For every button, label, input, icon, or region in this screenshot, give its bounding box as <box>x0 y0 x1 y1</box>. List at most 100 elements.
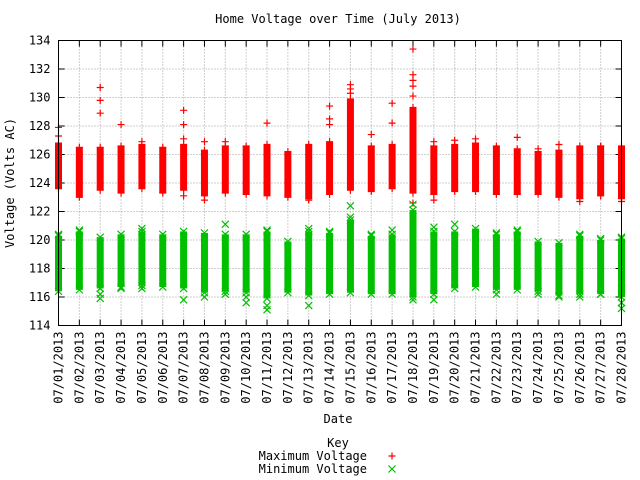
data-point-minimum <box>96 233 105 242</box>
y-tick-label: 120 <box>29 233 51 247</box>
data-point-maximum <box>117 189 125 197</box>
data-point-maximum <box>576 198 584 206</box>
data-band-minimum-07/26/2013 <box>576 235 584 295</box>
x-tick-label: 07/02/2013 <box>72 332 86 404</box>
data-point-minimum <box>263 226 271 234</box>
data-band-maximum-07/03/2013 <box>96 147 104 191</box>
data-band-maximum-07/22/2013 <box>492 145 500 195</box>
x-tick-label: 07/26/2013 <box>573 332 587 404</box>
data-point-maximum <box>367 188 375 196</box>
data-point-minimum <box>534 287 543 296</box>
data-band-minimum-07/15/2013 <box>346 220 354 293</box>
data-point-maximum <box>492 190 500 198</box>
data-band-maximum-07/16/2013 <box>367 145 375 192</box>
data-band-maximum-07/27/2013 <box>597 145 605 196</box>
data-band-maximum-07/10/2013 <box>242 145 250 195</box>
data-band-minimum-07/27/2013 <box>597 240 605 295</box>
data-point-maximum <box>409 103 417 111</box>
data-point-maximum <box>534 145 542 153</box>
data-point-maximum <box>96 109 104 117</box>
data-point-minimum <box>304 291 313 300</box>
data-point-minimum <box>555 293 563 301</box>
data-point-maximum <box>597 142 605 150</box>
data-point-minimum <box>388 226 397 234</box>
data-point-maximum <box>242 190 250 198</box>
data-point-maximum <box>409 189 417 197</box>
data-point-maximum <box>221 138 229 146</box>
data-band-maximum-07/19/2013 <box>430 145 438 195</box>
data-point-minimum <box>596 290 605 299</box>
data-point-minimum <box>137 281 146 290</box>
data-point-minimum <box>242 293 251 301</box>
data-point-minimum <box>555 291 563 300</box>
x-tick-label: 07/12/2013 <box>281 332 295 404</box>
data-point-maximum <box>96 84 104 92</box>
data-point-minimum <box>75 285 84 294</box>
data-point-maximum <box>75 193 83 201</box>
data-point-minimum <box>575 293 584 301</box>
data-point-minimum <box>534 237 543 246</box>
data-point-minimum <box>513 226 522 234</box>
data-band-maximum-07/09/2013 <box>221 145 229 193</box>
data-point-maximum <box>96 143 104 151</box>
data-point-maximum <box>180 106 188 114</box>
x-tick-label: 07/01/2013 <box>52 332 66 404</box>
data-point-minimum <box>75 227 84 236</box>
data-point-minimum <box>200 293 209 301</box>
data-point-minimum <box>137 284 146 293</box>
data-point-minimum <box>596 236 605 244</box>
data-point-minimum <box>346 201 355 210</box>
data-band-minimum-07/05/2013 <box>138 231 146 286</box>
data-point-minimum <box>450 220 459 229</box>
data-point-maximum <box>555 141 563 149</box>
data-point-minimum <box>221 230 230 239</box>
x-tick-label: 07/13/2013 <box>302 332 316 404</box>
x-tick-label: 07/03/2013 <box>93 332 107 404</box>
data-point-minimum <box>513 227 522 236</box>
data-point-maximum <box>263 119 271 127</box>
x-tick-label: 07/16/2013 <box>364 332 378 404</box>
data-point-minimum <box>346 216 355 224</box>
series-minimum-voltage <box>54 200 626 314</box>
data-point-maximum <box>180 192 188 200</box>
data-point-minimum <box>96 290 105 299</box>
data-point-minimum <box>575 230 584 239</box>
data-point-maximum <box>513 145 521 153</box>
data-point-minimum <box>346 213 355 222</box>
data-point-maximum <box>117 142 125 150</box>
y-tick-label: 124 <box>29 176 51 190</box>
data-point-minimum <box>221 287 230 296</box>
data-point-minimum <box>158 230 167 239</box>
data-band-minimum-07/08/2013 <box>200 232 208 293</box>
data-point-minimum <box>242 230 251 239</box>
data-point-maximum <box>305 141 313 149</box>
data-point-minimum <box>471 224 480 233</box>
x-tick-label: 07/17/2013 <box>385 332 399 404</box>
data-point-maximum <box>284 193 292 201</box>
data-point-minimum <box>304 227 313 236</box>
data-point-minimum <box>96 284 105 293</box>
data-band-maximum-07/24/2013 <box>534 151 542 195</box>
data-band-maximum-07/26/2013 <box>576 145 584 199</box>
data-point-minimum <box>471 283 480 291</box>
x-tick-label: 07/15/2013 <box>343 332 357 404</box>
data-point-maximum <box>96 186 104 194</box>
data-band-minimum-07/21/2013 <box>472 228 480 288</box>
data-point-minimum <box>263 227 271 236</box>
x-tick-label: 07/20/2013 <box>448 332 462 404</box>
data-point-maximum <box>513 133 521 141</box>
data-point-minimum <box>75 226 84 234</box>
x-tick-label: 07/23/2013 <box>510 332 524 404</box>
data-band-minimum-07/23/2013 <box>513 231 521 290</box>
x-axis-ticks: 07/01/2013 07/02/2013 07/03/2013 07/04/2013… <box>52 40 629 404</box>
x-tick-label: 07/09/2013 <box>218 332 232 404</box>
data-band-minimum-07/11/2013 <box>263 231 271 299</box>
x-tick-label: 07/04/2013 <box>114 332 128 404</box>
x-tick-label: 07/21/2013 <box>469 332 483 404</box>
data-point-maximum <box>492 142 500 150</box>
data-band-maximum-07/11/2013 <box>263 144 271 196</box>
x-tick-label: 07/08/2013 <box>197 332 211 404</box>
data-point-maximum <box>388 99 396 107</box>
data-point-maximum <box>159 143 167 151</box>
x-tick-label: 07/19/2013 <box>427 332 441 404</box>
